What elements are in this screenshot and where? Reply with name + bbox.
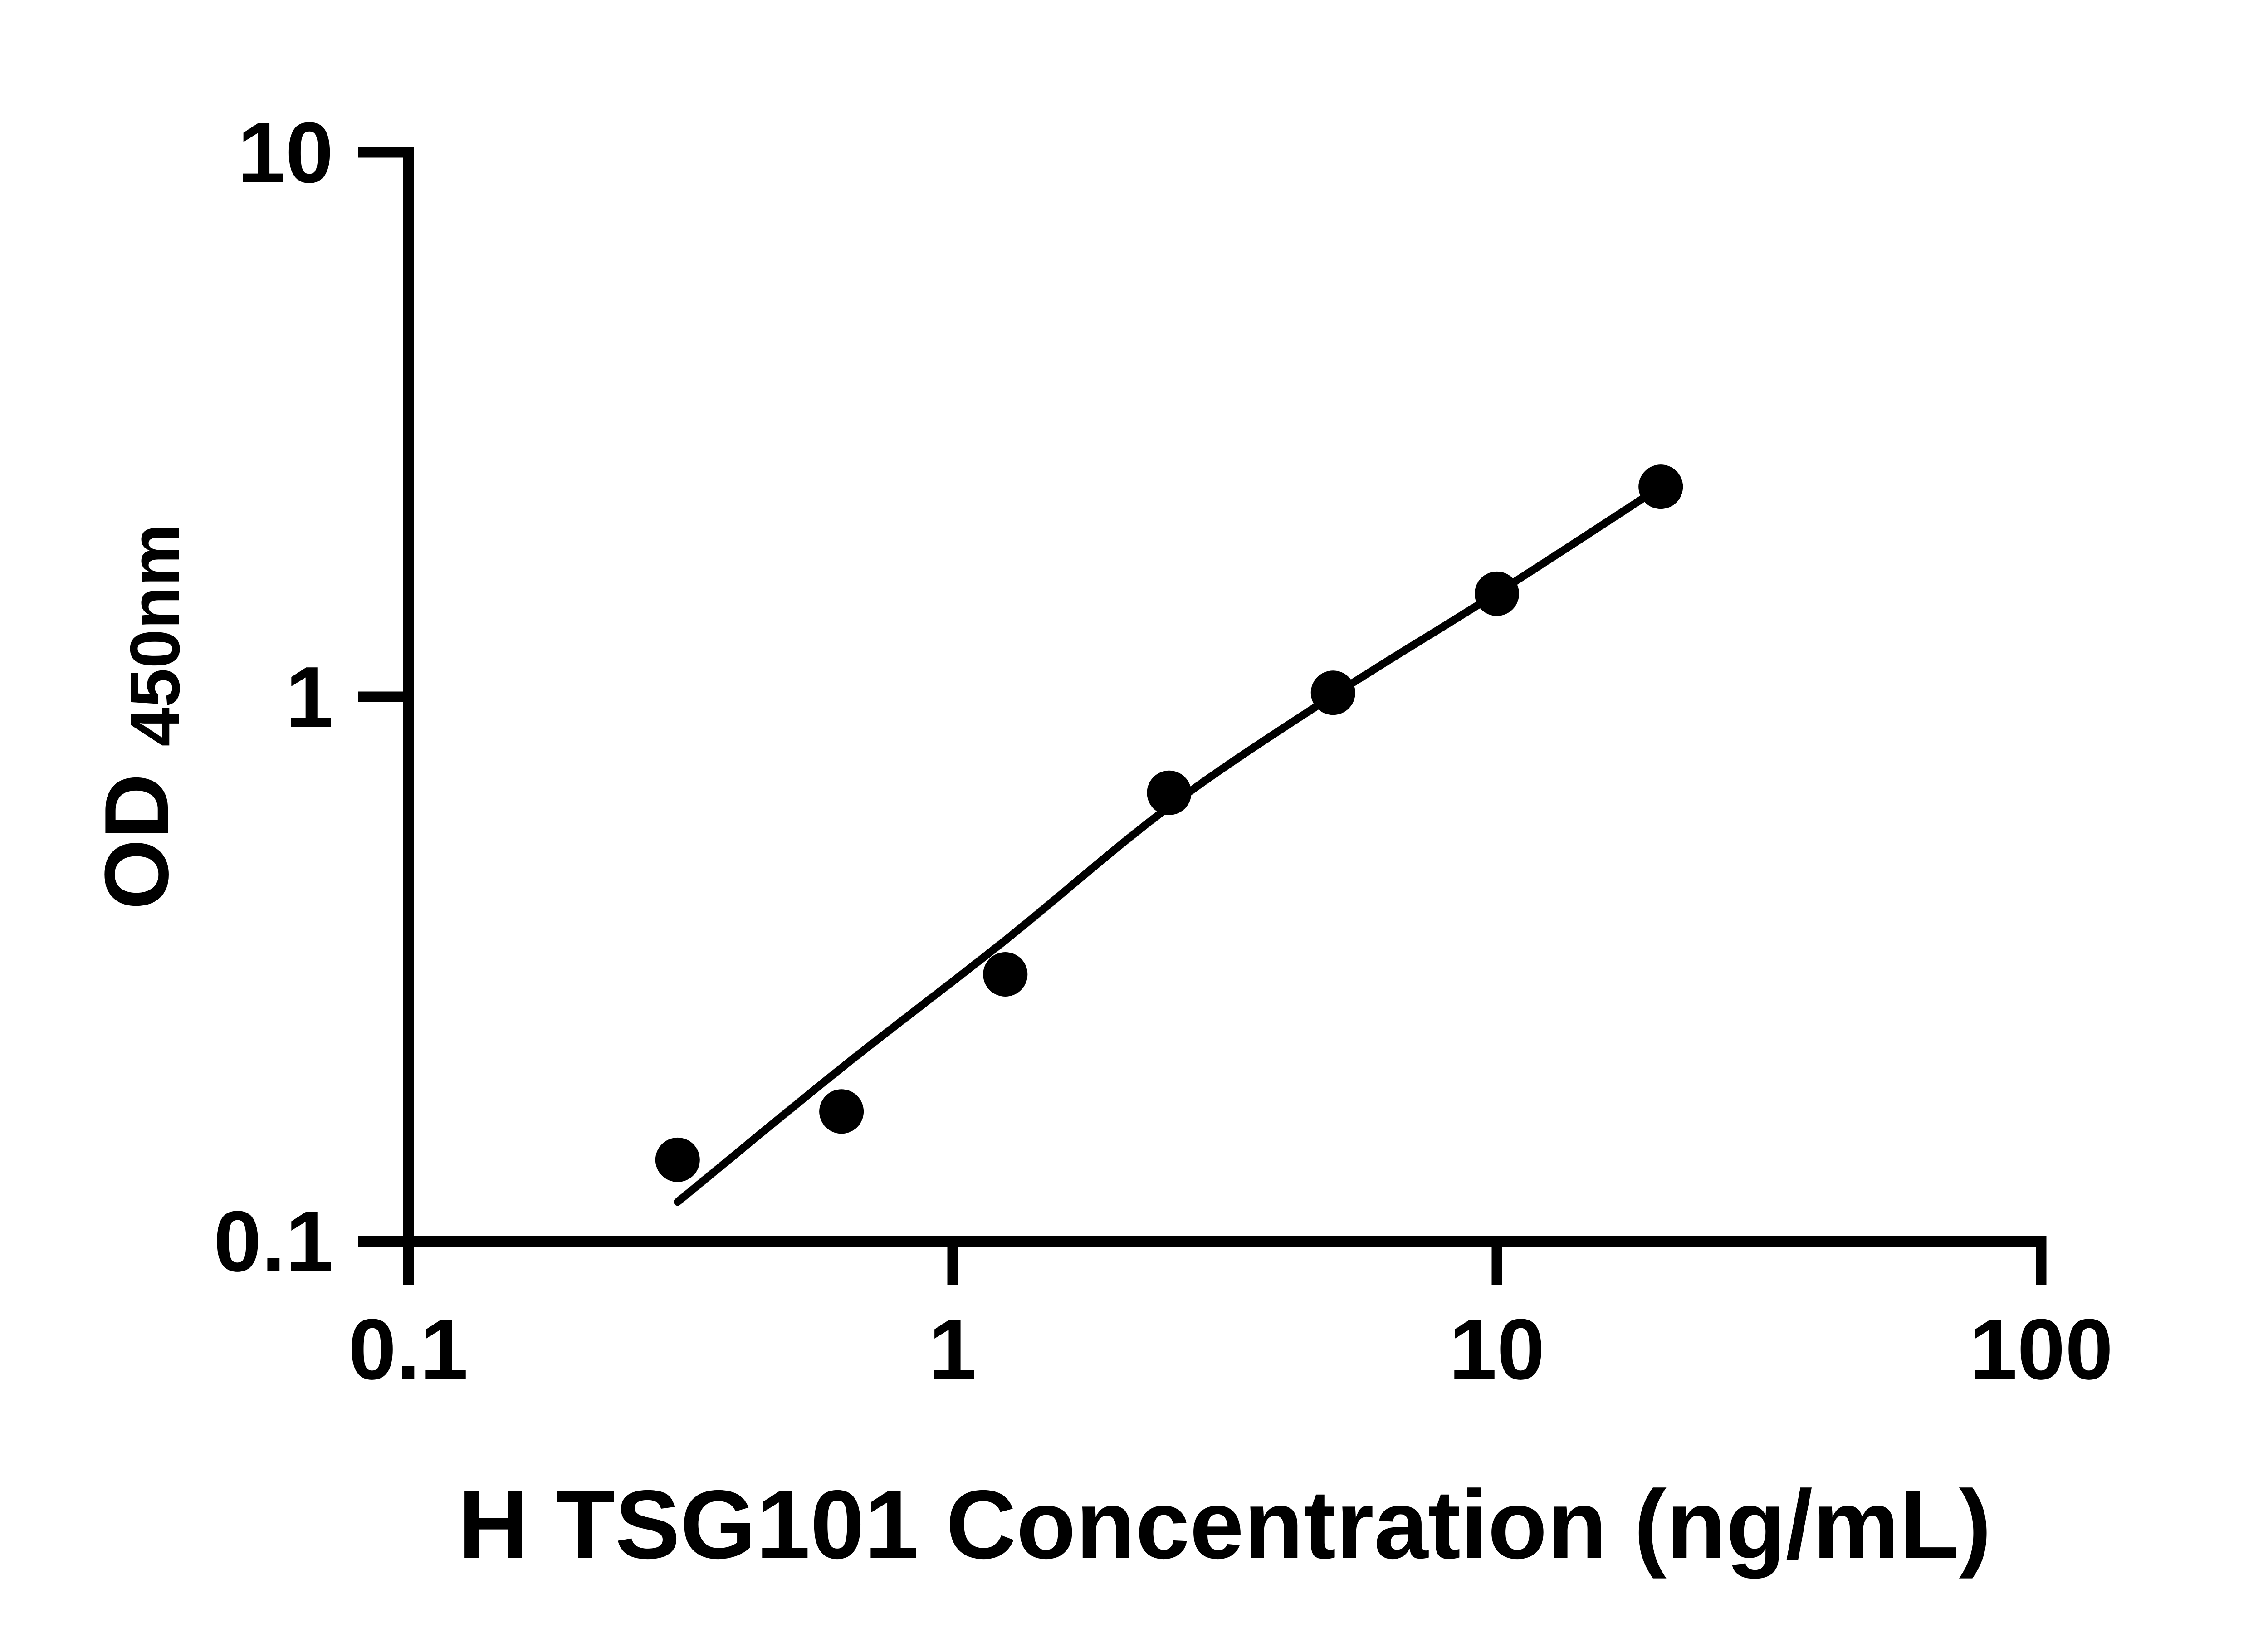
tick-labels: 0.1 1 10 0.1 1 10 100: [214, 105, 2113, 1398]
data-point: [655, 1137, 700, 1182]
y-tick-label: 10: [238, 105, 333, 201]
y-axis-title: OD 450nm: [79, 524, 194, 910]
data-point: [1310, 670, 1355, 715]
data-point: [1475, 571, 1519, 616]
x-tick-label: 0.1: [348, 1301, 468, 1398]
y-axis-title-subscript: 450nm: [116, 524, 194, 747]
axis-ticks: [358, 147, 2047, 1285]
data-point: [983, 952, 1028, 997]
x-tick-label: 100: [1969, 1301, 2113, 1398]
data-point: [1638, 464, 1683, 509]
x-tick-label: 1: [929, 1301, 977, 1398]
axes: [358, 147, 2047, 1285]
x-axis-title: H TSG101 Concentration (ng/mL): [458, 1470, 1991, 1579]
x-tick-label: 10: [1449, 1301, 1545, 1398]
y-tick-label: 0.1: [214, 1193, 333, 1290]
y-axis-title-main: OD: [86, 773, 187, 909]
data-point: [819, 1089, 864, 1134]
y-tick-label: 1: [285, 649, 333, 745]
data-point: [1147, 770, 1192, 815]
data-points-layer: [655, 464, 1683, 1182]
